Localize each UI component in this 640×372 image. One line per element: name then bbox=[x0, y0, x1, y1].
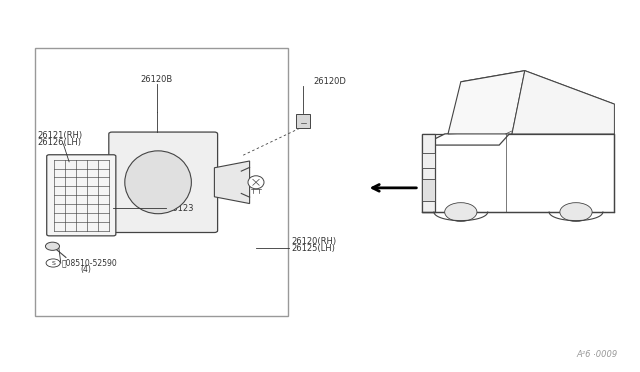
Ellipse shape bbox=[125, 151, 191, 214]
Circle shape bbox=[45, 242, 60, 250]
Polygon shape bbox=[512, 71, 614, 134]
Text: 26120D: 26120D bbox=[314, 77, 346, 86]
FancyBboxPatch shape bbox=[109, 132, 218, 232]
Ellipse shape bbox=[248, 176, 264, 189]
Text: A²6 ⋅0009: A²6 ⋅0009 bbox=[577, 350, 618, 359]
Polygon shape bbox=[448, 71, 525, 134]
Bar bbox=[422, 153, 435, 168]
Text: 26120(RH): 26120(RH) bbox=[291, 237, 337, 246]
Bar bbox=[35, 48, 288, 316]
Bar bbox=[422, 179, 435, 201]
Text: (4): (4) bbox=[80, 265, 91, 274]
Circle shape bbox=[560, 203, 592, 221]
Polygon shape bbox=[214, 161, 250, 203]
Text: 26125(LH): 26125(LH) bbox=[291, 244, 335, 253]
Text: Ⓝ08510-52590: Ⓝ08510-52590 bbox=[62, 259, 118, 267]
Circle shape bbox=[445, 203, 477, 221]
Polygon shape bbox=[422, 134, 435, 212]
Text: 26121(RH): 26121(RH) bbox=[38, 131, 83, 140]
Text: S: S bbox=[51, 260, 55, 266]
Text: 26123: 26123 bbox=[168, 204, 194, 213]
Polygon shape bbox=[422, 134, 614, 212]
Text: 26120B: 26120B bbox=[141, 75, 173, 84]
Text: 26126(LH): 26126(LH) bbox=[38, 138, 82, 147]
Polygon shape bbox=[461, 71, 614, 115]
FancyBboxPatch shape bbox=[47, 155, 116, 236]
Polygon shape bbox=[422, 131, 512, 145]
Bar bbox=[296, 114, 310, 128]
